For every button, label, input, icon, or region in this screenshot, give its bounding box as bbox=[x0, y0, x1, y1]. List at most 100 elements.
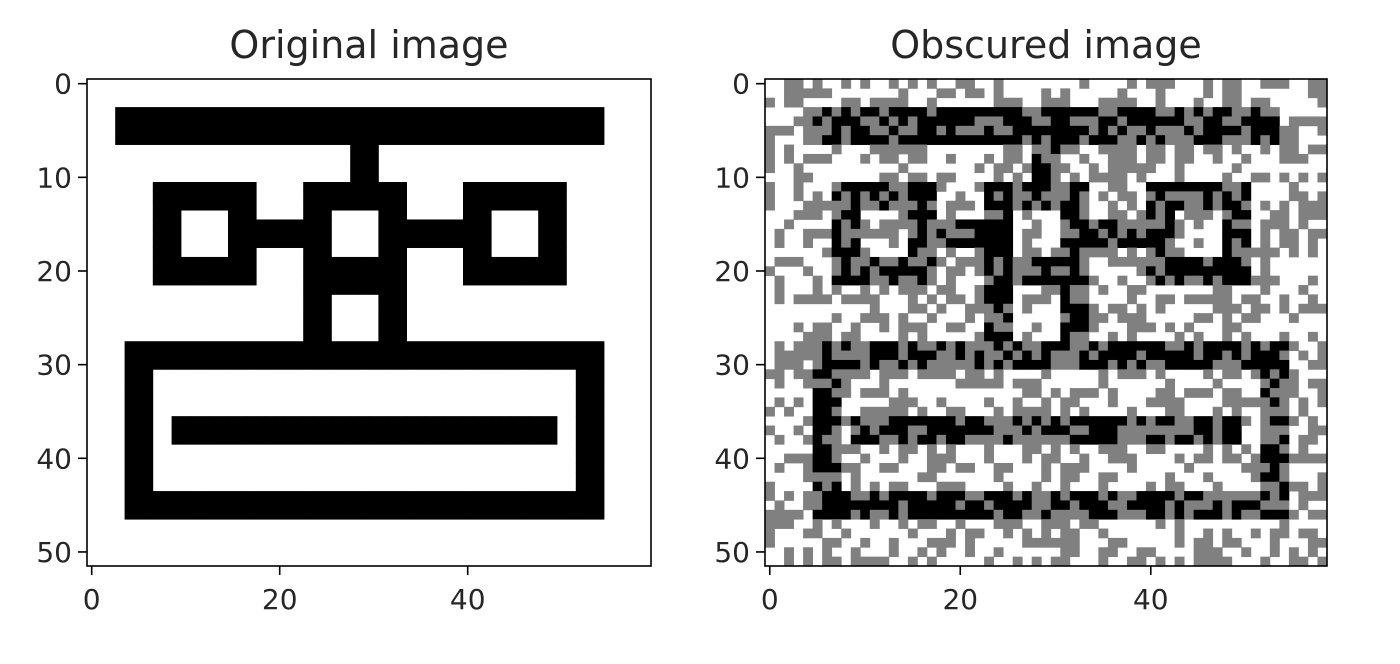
pixel-cell bbox=[879, 219, 890, 230]
pixel-cell bbox=[1260, 79, 1271, 89]
pixel-cell bbox=[1060, 425, 1071, 436]
pixel-cell bbox=[331, 425, 342, 436]
pixel-cell bbox=[162, 228, 172, 239]
pixel-cell bbox=[926, 200, 937, 211]
pixel-cell bbox=[557, 228, 567, 239]
pixel-cell bbox=[340, 285, 351, 295]
pixel-cell bbox=[793, 210, 804, 220]
pixel-cell bbox=[1212, 256, 1223, 267]
pixel-cell bbox=[246, 266, 257, 277]
pixel-cell bbox=[1003, 182, 1014, 192]
pixel-cell bbox=[1041, 107, 1052, 117]
pixel-cell bbox=[965, 528, 975, 539]
pixel-cell bbox=[784, 153, 794, 164]
pixel-cell bbox=[1003, 153, 1014, 164]
pixel-cell bbox=[1174, 266, 1185, 277]
pixel-cell bbox=[1069, 219, 1080, 230]
pixel-cell bbox=[831, 509, 842, 520]
pixel-cell bbox=[1212, 285, 1223, 295]
pixel-cell bbox=[303, 341, 313, 351]
pixel-cell bbox=[209, 350, 219, 361]
pixel-cell bbox=[1155, 125, 1166, 136]
pixel-cell bbox=[1165, 210, 1175, 220]
pixel-cell bbox=[190, 107, 201, 117]
pixel-cell bbox=[926, 247, 937, 258]
pixel-cell bbox=[575, 434, 586, 445]
pixel-cell bbox=[1041, 266, 1052, 277]
pixel-cell bbox=[1022, 125, 1033, 136]
pixel-cell bbox=[557, 238, 567, 248]
pixel-cell bbox=[831, 388, 842, 398]
pixel-cell bbox=[1031, 350, 1042, 361]
pixel-cell bbox=[1107, 135, 1118, 145]
pixel-cell bbox=[1231, 191, 1242, 202]
pixel-cell bbox=[340, 200, 351, 211]
pixel-cell bbox=[303, 331, 313, 342]
pixel-cell bbox=[765, 266, 775, 277]
pixel-cell bbox=[879, 285, 890, 295]
pixel-cell bbox=[1041, 182, 1052, 192]
pixel-cell bbox=[1155, 275, 1166, 286]
pixel-cell bbox=[831, 350, 842, 361]
pixel-cell bbox=[585, 341, 595, 351]
pixel-cell bbox=[340, 425, 351, 436]
pixel-cell bbox=[898, 182, 909, 192]
pixel-cell bbox=[936, 509, 947, 520]
pixel-cell bbox=[993, 116, 1004, 127]
pixel-cell bbox=[965, 537, 975, 548]
pixel-cell bbox=[1022, 107, 1033, 117]
pixel-cell bbox=[831, 462, 842, 473]
pixel-cell bbox=[1231, 107, 1242, 117]
pixel-cell bbox=[246, 238, 257, 248]
pixel-cell bbox=[955, 481, 966, 492]
pixel-cell bbox=[387, 294, 398, 305]
pixel-cell bbox=[472, 256, 483, 267]
pixel-cell bbox=[124, 406, 135, 417]
pixel-cell bbox=[237, 107, 248, 117]
pixel-cell bbox=[1107, 256, 1118, 267]
pixel-cell bbox=[993, 182, 1004, 192]
pixel-cell bbox=[1126, 556, 1137, 567]
pixel-cell bbox=[907, 294, 918, 305]
pixel-cell bbox=[1250, 491, 1261, 501]
pixel-cell bbox=[491, 425, 501, 436]
pixel-cell bbox=[1079, 425, 1090, 436]
pixel-cell bbox=[936, 434, 947, 445]
pixel-cell bbox=[1203, 472, 1214, 483]
pixel-cell bbox=[1298, 191, 1309, 202]
pixel-cell bbox=[510, 350, 520, 361]
pixel-cell bbox=[453, 228, 464, 239]
pixel-cell bbox=[190, 500, 201, 511]
pixel-cell bbox=[945, 247, 956, 258]
pixel-cell bbox=[1269, 359, 1280, 370]
pixel-cell bbox=[378, 331, 389, 342]
pixel-cell bbox=[265, 125, 276, 136]
pixel-cell bbox=[1269, 425, 1280, 436]
pixel-cell bbox=[1307, 509, 1318, 520]
pixel-cell bbox=[1107, 125, 1118, 136]
pixel-cell bbox=[803, 341, 814, 351]
pixel-cell bbox=[936, 172, 947, 183]
pixel-cell bbox=[869, 116, 880, 127]
pixel-cell bbox=[1193, 238, 1204, 248]
pixel-cell bbox=[1317, 350, 1328, 361]
pixel-cell bbox=[284, 359, 295, 370]
pixel-cell bbox=[538, 491, 548, 501]
pixel-cell bbox=[1060, 519, 1071, 529]
y-tick-label: 40 bbox=[36, 442, 72, 475]
pixel-cell bbox=[907, 247, 918, 258]
pixel-cell bbox=[1307, 425, 1318, 436]
pixel-cell bbox=[879, 153, 890, 164]
pixel-cell bbox=[340, 191, 351, 202]
pixel-cell bbox=[926, 79, 937, 89]
pixel-cell bbox=[275, 107, 285, 117]
pixel-cell bbox=[1250, 472, 1261, 483]
pixel-cell bbox=[1003, 135, 1014, 145]
pixel-cell bbox=[434, 416, 445, 426]
pixel-cell bbox=[387, 331, 398, 342]
pixel-cell bbox=[1107, 116, 1118, 127]
pixel-cell bbox=[1307, 144, 1318, 155]
pixel-cell bbox=[228, 491, 238, 501]
pixel-cell bbox=[1155, 97, 1166, 108]
